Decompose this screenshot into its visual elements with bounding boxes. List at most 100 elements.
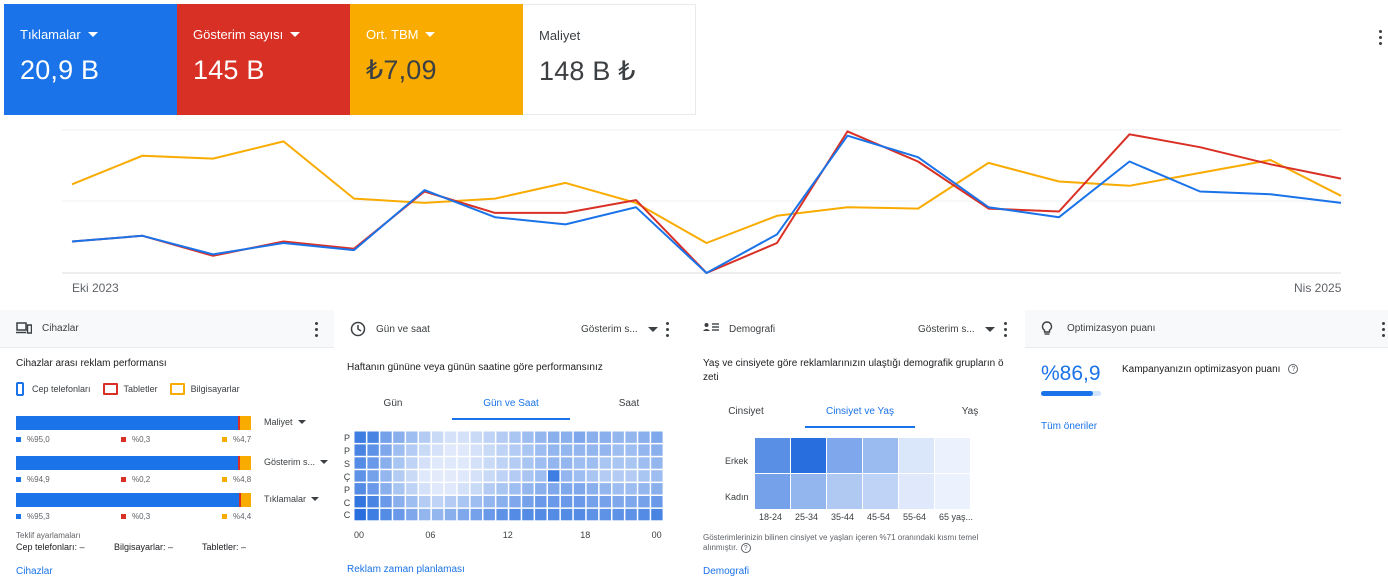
heatmap-cell[interactable] xyxy=(599,470,611,482)
heatmap-cell[interactable] xyxy=(354,470,366,482)
heatmap-cell[interactable] xyxy=(509,483,521,495)
heatmap-cell[interactable] xyxy=(586,457,599,469)
heatmap-cell[interactable] xyxy=(483,508,495,521)
heatmap-cell[interactable] xyxy=(573,470,586,482)
heatmap-cell[interactable] xyxy=(535,444,547,456)
heatmap-cell[interactable] xyxy=(638,444,650,456)
heatmap-cell[interactable] xyxy=(380,508,392,521)
help-icon[interactable]: ? xyxy=(1288,364,1299,375)
heatmap-cell[interactable] xyxy=(457,470,470,482)
heatmap-cell[interactable] xyxy=(548,483,560,495)
caret-down-icon[interactable] xyxy=(87,32,98,37)
heatmap-cell[interactable] xyxy=(651,508,663,521)
heatmap-cell[interactable] xyxy=(509,457,521,469)
heatmap-cell[interactable] xyxy=(380,470,392,482)
heatmap-cell[interactable] xyxy=(496,457,508,469)
heatmap-cell[interactable] xyxy=(406,496,418,508)
heatmap-cell[interactable] xyxy=(419,496,431,508)
heatmap-cell[interactable] xyxy=(586,470,599,482)
heatmap-cell[interactable] xyxy=(625,457,637,469)
help-icon[interactable]: ? xyxy=(740,543,751,553)
heatmap-cell[interactable] xyxy=(560,457,573,469)
heatmap-cell[interactable] xyxy=(625,483,637,495)
heatmap-cell[interactable] xyxy=(457,457,470,469)
heatmap-cell[interactable] xyxy=(483,470,495,482)
more-options-icon[interactable] xyxy=(1000,322,1010,337)
tab-day-and-time[interactable]: Gün ve Saat xyxy=(452,398,570,420)
heatmap-cell[interactable] xyxy=(393,444,405,456)
tab-age[interactable]: Yaş xyxy=(961,406,979,417)
heatmap-cell[interactable] xyxy=(573,483,586,495)
heatmap-cell[interactable] xyxy=(638,470,650,482)
tab-day[interactable]: Gün xyxy=(383,398,403,409)
heatmap-cell[interactable] xyxy=(586,431,599,443)
heatmap-cell[interactable] xyxy=(444,457,457,469)
heatmap-cell[interactable] xyxy=(380,431,392,443)
heatmap-cell[interactable] xyxy=(509,508,521,521)
heatmap-cell[interactable] xyxy=(599,457,611,469)
heatmap-cell[interactable] xyxy=(367,470,379,482)
heatmap-cell[interactable] xyxy=(509,444,521,456)
heatmap-cell[interactable] xyxy=(483,457,495,469)
demographic-cell[interactable] xyxy=(899,438,934,473)
metric-card-cost[interactable]: Maliyet 148 B ₺ xyxy=(523,4,696,115)
heatmap-cell[interactable] xyxy=(431,470,444,482)
heatmap-cell[interactable] xyxy=(573,431,586,443)
heatmap-cell[interactable] xyxy=(535,457,547,469)
tab-gender-and-age[interactable]: Cinsiyet ve Yaş xyxy=(805,406,915,428)
bar-metric-dropdown[interactable]: Tıklamalar xyxy=(264,494,320,504)
heatmap-cell[interactable] xyxy=(548,470,560,482)
heatmap-cell[interactable] xyxy=(638,431,650,443)
heatmap-cell[interactable] xyxy=(612,457,624,469)
caret-down-icon[interactable] xyxy=(290,32,301,37)
demographic-cell[interactable] xyxy=(755,474,790,509)
heatmap-cell[interactable] xyxy=(522,431,534,443)
heatmap-cell[interactable] xyxy=(470,508,482,521)
heatmap-cell[interactable] xyxy=(535,483,547,495)
heatmap-cell[interactable] xyxy=(509,431,521,443)
heatmap-cell[interactable] xyxy=(354,431,366,443)
heatmap-cell[interactable] xyxy=(560,508,573,521)
ad-schedule-link[interactable]: Reklam zaman planlaması xyxy=(347,564,465,575)
heatmap-cell[interactable] xyxy=(560,483,573,495)
bar-metric-dropdown[interactable]: Maliyet xyxy=(264,417,306,427)
heatmap-cell[interactable] xyxy=(483,496,495,508)
demographic-cell[interactable] xyxy=(899,474,934,509)
heatmap-cell[interactable] xyxy=(612,496,624,508)
heatmap-cell[interactable] xyxy=(470,470,482,482)
heatmap-cell[interactable] xyxy=(444,483,457,495)
heatmap-cell[interactable] xyxy=(393,483,405,495)
heatmap-cell[interactable] xyxy=(380,457,392,469)
heatmap-cell[interactable] xyxy=(380,496,392,508)
heatmap-cell[interactable] xyxy=(599,444,611,456)
heatmap-cell[interactable] xyxy=(367,496,379,508)
heatmap-cell[interactable] xyxy=(406,457,418,469)
demographics-link[interactable]: Demografi xyxy=(703,566,750,577)
demographic-cell[interactable] xyxy=(935,474,970,509)
optimization-score[interactable]: %86,9 xyxy=(1041,362,1101,385)
heatmap-cell[interactable] xyxy=(599,496,611,508)
more-options-icon[interactable] xyxy=(1375,30,1385,45)
heatmap-cell[interactable] xyxy=(612,470,624,482)
tab-gender[interactable]: Cinsiyet xyxy=(728,406,764,417)
heatmap-cell[interactable] xyxy=(470,483,482,495)
heatmap-cell[interactable] xyxy=(651,431,663,443)
heatmap-cell[interactable] xyxy=(586,508,599,521)
heatmap-cell[interactable] xyxy=(599,431,611,443)
heatmap-cell[interactable] xyxy=(431,431,444,443)
heatmap-cell[interactable] xyxy=(367,431,379,443)
heatmap-cell[interactable] xyxy=(496,444,508,456)
heatmap-cell[interactable] xyxy=(354,483,366,495)
heatmap-cell[interactable] xyxy=(367,444,379,456)
heatmap-cell[interactable] xyxy=(651,470,663,482)
heatmap-cell[interactable] xyxy=(625,444,637,456)
metric-dropdown[interactable]: Gösterim s... xyxy=(918,324,995,335)
heatmap-cell[interactable] xyxy=(522,496,534,508)
heatmap-cell[interactable] xyxy=(393,470,405,482)
heatmap-cell[interactable] xyxy=(419,483,431,495)
heatmap-cell[interactable] xyxy=(354,444,366,456)
heatmap-cell[interactable] xyxy=(406,508,418,521)
heatmap-cell[interactable] xyxy=(470,431,482,443)
heatmap-cell[interactable] xyxy=(599,483,611,495)
more-options-icon[interactable] xyxy=(1378,322,1388,337)
